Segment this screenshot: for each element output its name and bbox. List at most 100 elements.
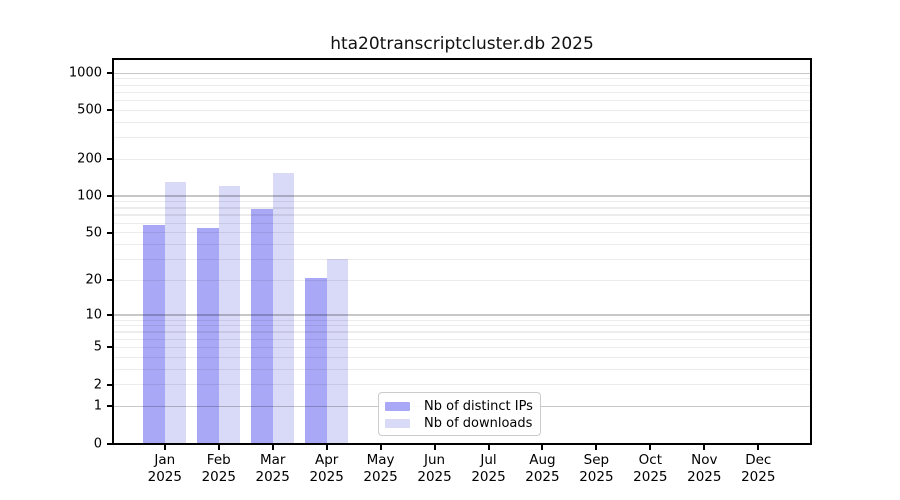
y-tick-mark — [107, 279, 112, 282]
gridline-minor — [114, 201, 810, 203]
x-tick-mark — [379, 445, 382, 450]
y-tick-label: 10 — [85, 307, 102, 323]
y-tick-mark — [107, 442, 112, 445]
gridline-minor — [114, 384, 810, 386]
x-tick-month: Feb — [206, 452, 231, 468]
y-tick-mark — [107, 72, 112, 75]
x-tick-year: 2025 — [471, 469, 506, 485]
y-tick-label: 1000 — [68, 65, 102, 81]
x-tick-mark — [595, 445, 598, 450]
y-tick-mark — [107, 231, 112, 234]
x-tick-mark — [487, 445, 490, 450]
gridline-major — [114, 195, 810, 197]
x-tick-label: Mar 2025 — [241, 452, 305, 486]
x-tick-month: Sep — [583, 452, 610, 468]
x-tick-label: Feb 2025 — [187, 452, 251, 486]
x-tick-month: Nov — [691, 452, 718, 468]
x-tick-month: Apr — [314, 452, 339, 468]
x-tick-label: Jun 2025 — [403, 452, 467, 486]
x-tick-mark — [163, 445, 166, 450]
x-tick-month: Mar — [259, 452, 286, 468]
y-tick-label: 2 — [93, 377, 102, 393]
bar-distinct-ips — [197, 227, 219, 444]
y-tick-mark — [107, 313, 112, 316]
gridline-minor — [114, 109, 810, 111]
gridline-minor — [114, 368, 810, 370]
x-tick-year: 2025 — [633, 469, 668, 485]
bar-downloads — [326, 259, 349, 444]
x-tick-mark — [541, 445, 544, 450]
gridline-minor — [114, 346, 810, 349]
bar-downloads — [164, 182, 187, 444]
x-tick-mark — [271, 445, 274, 450]
y-tick-mark — [107, 195, 112, 198]
x-tick-year: 2025 — [147, 469, 182, 485]
x-tick-label: Dec 2025 — [726, 452, 790, 486]
legend-swatch-distinct-ips-icon — [385, 401, 410, 412]
y-tick-mark — [107, 346, 112, 349]
legend-label-downloads: Nb of downloads — [424, 416, 533, 431]
gridline-minor — [114, 121, 810, 123]
gridline-minor — [114, 214, 810, 216]
x-tick-month: Jun — [424, 452, 446, 468]
x-tick-mark — [433, 445, 436, 450]
x-tick-year: 2025 — [201, 469, 236, 485]
legend-item-distinct-ips: Nb of distinct IPs — [385, 398, 540, 415]
gridline-minor — [114, 331, 810, 333]
x-tick-month: May — [366, 452, 395, 468]
y-tick-label: 500 — [77, 102, 102, 118]
gridline-minor — [114, 137, 810, 139]
gridline-minor — [114, 232, 810, 234]
x-tick-mark — [757, 445, 760, 450]
x-tick-label: Nov 2025 — [672, 452, 736, 486]
x-tick-month: Oct — [638, 452, 663, 468]
y-tick-mark — [107, 405, 112, 408]
y-tick-mark — [107, 158, 112, 161]
x-tick-label: May 2025 — [349, 452, 413, 486]
x-tick-year: 2025 — [363, 469, 398, 485]
x-tick-month: Dec — [745, 452, 772, 468]
x-tick-mark — [325, 445, 328, 450]
x-tick-year: 2025 — [579, 469, 614, 485]
x-tick-mark — [217, 445, 220, 450]
gridline-minor — [114, 222, 810, 224]
bar-distinct-ips — [305, 277, 327, 444]
gridline-minor — [114, 243, 810, 246]
gridline-major — [114, 314, 810, 316]
x-tick-month: Jul — [480, 452, 497, 468]
y-tick-label: 0 — [93, 436, 102, 451]
bar-downloads — [218, 186, 241, 444]
x-tick-label: Jul 2025 — [457, 452, 521, 486]
legend-swatch-downloads-icon — [385, 418, 410, 429]
x-tick-month: Jan — [154, 452, 176, 468]
x-tick-label: Sep 2025 — [564, 452, 628, 486]
legend-label-distinct-ips: Nb of distinct IPs — [424, 399, 533, 414]
x-tick-label: Oct 2025 — [618, 452, 682, 486]
gridline-minor — [114, 258, 810, 261]
x-tick-year: 2025 — [741, 469, 776, 485]
gridline-minor — [114, 78, 810, 80]
gridline-minor — [114, 99, 810, 102]
x-tick-year: 2025 — [687, 469, 722, 485]
gridline-minor — [114, 338, 810, 340]
x-tick-year: 2025 — [417, 469, 452, 485]
x-tick-month: Aug — [529, 452, 556, 468]
chart-title: hta20transcriptcluster.db 2025 — [330, 34, 594, 54]
x-tick-mark — [649, 445, 652, 450]
bar-distinct-ips — [251, 209, 273, 444]
gridline-minor — [114, 207, 810, 209]
y-tick-label: 1 — [93, 398, 102, 414]
bar-downloads — [272, 172, 295, 444]
gridline-major — [114, 72, 810, 74]
x-tick-label: Aug 2025 — [510, 452, 574, 486]
x-tick-year: 2025 — [525, 469, 560, 485]
y-tick-label: 50 — [85, 225, 102, 241]
legend-item-downloads: Nb of downloads — [385, 415, 540, 432]
x-tick-year: 2025 — [309, 469, 344, 485]
y-tick-mark — [107, 109, 112, 112]
gridline-minor — [114, 279, 810, 281]
gridline-minor — [114, 158, 810, 160]
x-tick-label: Jan 2025 — [133, 452, 197, 486]
x-tick-year: 2025 — [255, 469, 290, 485]
